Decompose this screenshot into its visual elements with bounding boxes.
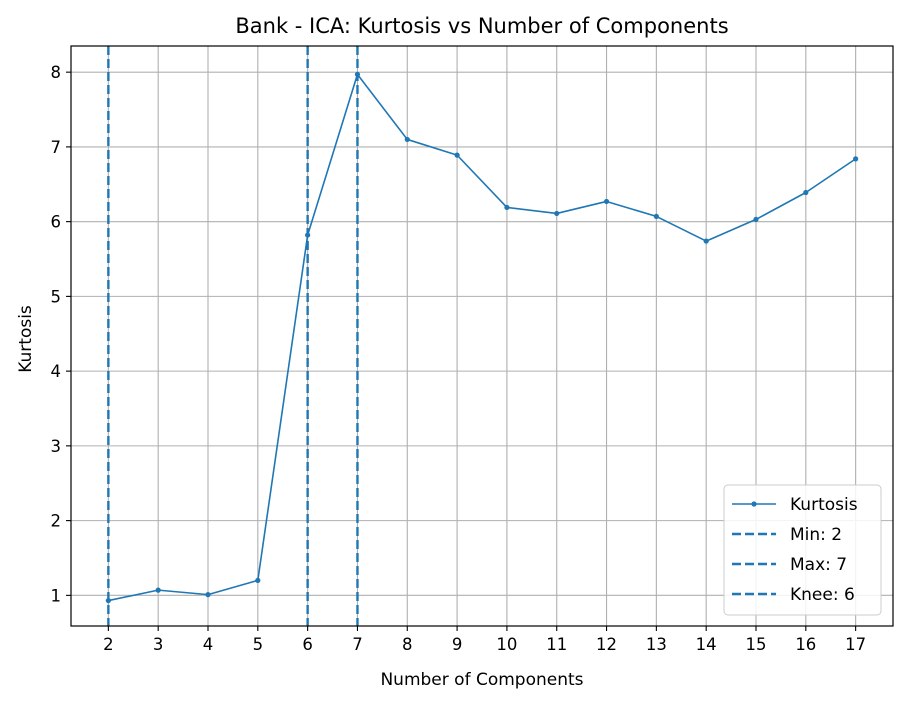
x-tick-label: 9 [452,635,463,654]
legend-label: Max: 7 [790,555,847,575]
chart-title: Bank - ICA: Kurtosis vs Number of Compon… [235,14,728,38]
y-tick-label: 2 [51,512,62,531]
x-tick-label: 10 [496,635,517,654]
legend-label: Min: 2 [790,525,842,545]
kurtosis-point [205,592,211,598]
x-tick-label: 5 [253,635,264,654]
kurtosis-point [155,587,161,593]
kurtosis-point [803,189,809,196]
x-tick-label: 15 [746,635,767,654]
kurtosis-point [354,71,361,78]
kurtosis-point [404,136,410,143]
y-tick-label: 8 [51,63,62,82]
legend-marker [751,501,757,507]
kurtosis-point [305,232,311,238]
kurtosis-point [454,152,460,158]
x-tick-label: 7 [352,635,363,654]
legend-box [723,484,882,616]
kurtosis-point [853,156,859,162]
reference-lines [107,46,359,626]
y-tick-label: 1 [51,586,62,605]
y-tick-label: 5 [51,287,62,306]
legend: Kurtosis Min: 2 Max: 7 Knee: 6 [723,484,882,616]
x-tick-label: 16 [795,635,816,654]
kurtosis-line [108,73,857,602]
plot-frame [70,45,894,627]
series-layer [105,71,859,604]
y-axis-label: Kurtosis [16,305,36,373]
legend-label: Knee: 6 [790,585,855,605]
x-tick-label: 14 [696,635,717,654]
x-tick-label: 13 [646,635,667,654]
kurtosis-point [105,597,111,604]
x-tick-label: 4 [203,635,214,654]
kurtosis-point [554,210,560,217]
kurtosis-point [603,198,610,205]
x-tick-label: 3 [153,635,164,654]
kurtosis-point [703,238,709,244]
x-tick-label: 6 [302,635,313,654]
kurtosis-point [753,216,759,223]
x-tick-label: 2 [103,635,114,654]
x-tick-label: 12 [596,635,617,654]
y-tick-label: 6 [51,213,62,232]
legend-label: Kurtosis [790,495,858,515]
kurtosis-point [653,213,659,220]
x-tick-label: 8 [402,635,413,654]
kurtosis-point [255,577,261,584]
kurtosis-point [504,204,510,211]
y-tick-label: 3 [51,437,62,456]
x-tick-label: 17 [845,635,866,654]
x-axis-label: Number of Components [380,670,583,690]
x-tick-label: 11 [546,635,567,654]
y-tick-label: 7 [51,138,62,157]
y-tick-label: 4 [51,362,62,381]
